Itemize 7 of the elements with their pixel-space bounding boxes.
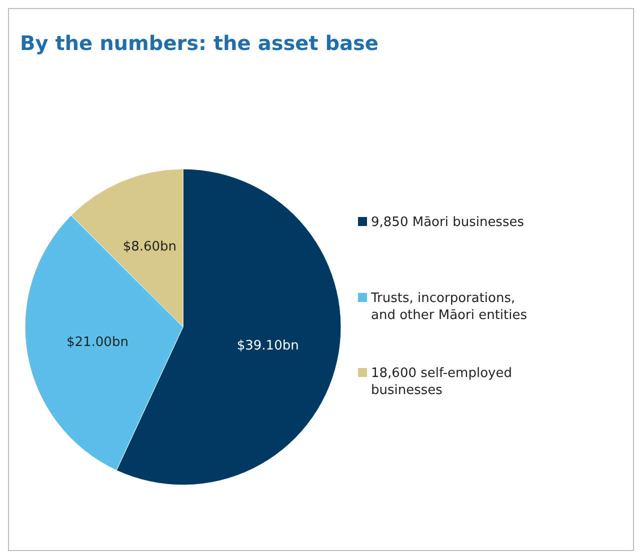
data-label: $21.00bn (66, 334, 128, 350)
data-label: $8.60bn (122, 239, 177, 254)
legend-label: Trusts, incorporations, and other Māori entities (370, 290, 528, 323)
legend-label: 9,850 Māori businesses (371, 214, 524, 230)
data-label: $39.10bn (236, 338, 299, 354)
chart-title: By the numbers: the asset base (20, 31, 378, 55)
legend-label: 18,600 self-employed businesses (371, 366, 512, 398)
